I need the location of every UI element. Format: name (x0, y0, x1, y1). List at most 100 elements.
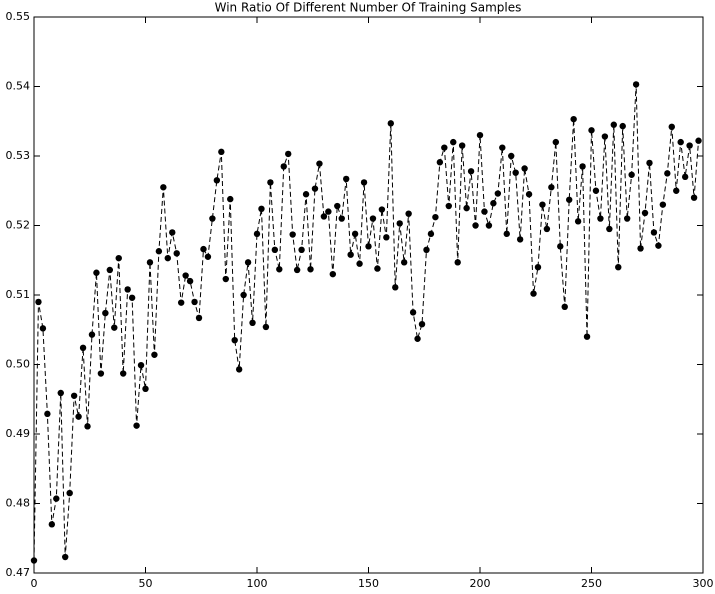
data-point (441, 144, 448, 151)
data-point (218, 148, 225, 156)
data-point (615, 264, 622, 271)
data-point (369, 215, 377, 222)
x-tick-label: 0 (31, 577, 38, 590)
data-point (392, 284, 399, 291)
x-tick-label: 250 (581, 577, 602, 590)
data-point (115, 254, 122, 262)
data-point (124, 286, 131, 293)
data-point (62, 553, 69, 561)
data-point (637, 245, 644, 252)
data-point (334, 202, 341, 210)
data-point (320, 213, 328, 220)
data-point (521, 165, 528, 172)
data-point (227, 195, 234, 203)
x-tick-label: 300 (693, 577, 714, 590)
data-point (53, 495, 60, 502)
data-point (240, 291, 247, 299)
data-point (374, 265, 381, 272)
data-point (142, 385, 149, 393)
data-point (557, 243, 564, 250)
data-point (258, 205, 265, 213)
data-point (463, 204, 470, 212)
data-point (690, 194, 698, 201)
data-point (530, 290, 537, 297)
data-point (343, 175, 350, 183)
data-point (445, 202, 452, 210)
data-point (400, 259, 408, 266)
data-point (222, 275, 229, 283)
data-point (79, 344, 87, 352)
data-point (592, 187, 600, 194)
data-point (128, 294, 136, 301)
data-point (566, 196, 573, 203)
data-point (191, 298, 198, 306)
data-point (499, 144, 506, 151)
data-point (409, 309, 417, 316)
data-point (186, 277, 194, 285)
data-point (164, 254, 171, 262)
data-point (151, 351, 158, 358)
data-point (57, 389, 64, 397)
data-point (173, 250, 180, 257)
data-point (525, 191, 533, 198)
data-point (610, 121, 617, 128)
data-point (597, 215, 604, 222)
data-point (561, 303, 568, 311)
data-point (44, 410, 51, 418)
data-point (66, 489, 73, 497)
data-point (543, 225, 551, 233)
data-point (120, 370, 127, 377)
data-point (490, 200, 497, 207)
data-point (39, 325, 47, 332)
data-point (35, 298, 42, 306)
data-point (516, 236, 524, 243)
y-tick-label: 0.50 (6, 358, 31, 371)
data-point (276, 266, 283, 273)
data-point (97, 370, 105, 377)
data-point (458, 142, 466, 149)
data-point (508, 152, 515, 160)
y-tick-label: 0.55 (6, 10, 31, 23)
data-point (503, 230, 510, 238)
data-point (606, 225, 613, 233)
data-point (668, 123, 675, 131)
data-point (673, 187, 680, 194)
data-point (476, 131, 484, 139)
data-point (432, 213, 439, 221)
data-point (579, 163, 586, 170)
y-tick-label: 0.47 (6, 566, 31, 579)
data-point (106, 266, 114, 274)
data-point (347, 251, 354, 258)
data-point (280, 163, 287, 170)
data-point (365, 243, 372, 250)
data-point (360, 179, 368, 186)
data-point (588, 127, 595, 134)
data-point (655, 242, 662, 249)
data-point (601, 133, 609, 140)
data-point (467, 168, 475, 175)
data-point (583, 333, 591, 340)
data-point (111, 324, 118, 331)
data-point (307, 266, 314, 273)
data-point (93, 269, 100, 276)
data-point (262, 323, 270, 331)
data-point (619, 122, 626, 130)
data-point (271, 246, 279, 254)
data-point (632, 81, 640, 88)
y-tick-label: 0.52 (6, 219, 31, 232)
y-tick-label: 0.54 (6, 80, 31, 93)
data-point (249, 319, 256, 326)
data-point (695, 137, 702, 144)
data-point (628, 171, 635, 178)
data-point (383, 234, 390, 241)
data-point (329, 270, 337, 278)
data-point (450, 138, 457, 146)
data-line (33, 84, 700, 561)
data-point (548, 184, 555, 191)
data-point (387, 120, 394, 127)
data-point (481, 208, 488, 215)
data-point (102, 309, 109, 317)
data-point (423, 246, 430, 254)
data-point (137, 361, 145, 369)
